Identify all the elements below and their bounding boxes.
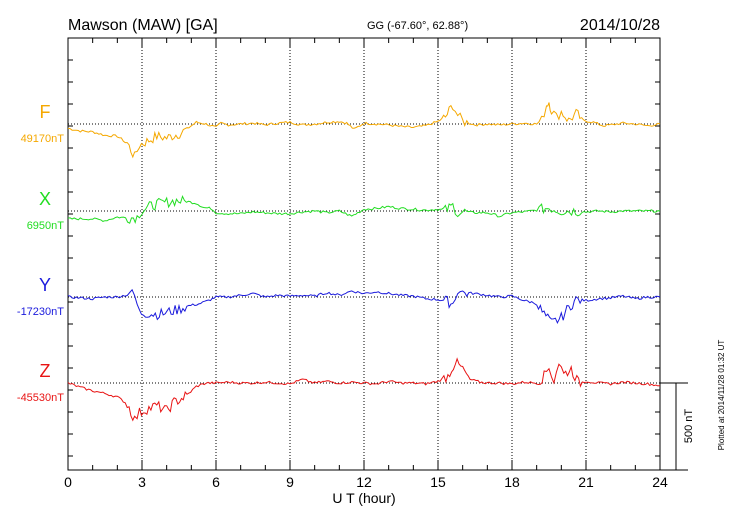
- x-tick-label: 21: [578, 474, 594, 490]
- series-line-z: [67, 357, 661, 422]
- component-letter-x: X: [39, 189, 51, 209]
- chart-title: Mawson (MAW) [GA]: [68, 17, 218, 34]
- grid-lines: [68, 38, 660, 470]
- station-coordinates: GG (-67.60°, 62.88°): [367, 20, 468, 32]
- x-tick-label: 0: [64, 474, 72, 490]
- chart-date: 2014/10/28: [580, 17, 660, 34]
- component-labels: F 49170nT X 6950nT Y -17230nT Z -45530nT: [17, 102, 64, 404]
- scale-bar: 500 nT: [660, 382, 695, 471]
- x-tick-label: 9: [286, 474, 294, 490]
- baseline-label-x: 6950nT: [27, 220, 65, 232]
- series-line-f: [67, 102, 661, 159]
- series-lines: [67, 102, 661, 422]
- scale-bar-label: 500 nT: [683, 409, 695, 444]
- x-axis-title: U T (hour): [332, 490, 395, 506]
- x-tick-label: 15: [430, 474, 446, 490]
- x-tick-label: 6: [212, 474, 220, 490]
- x-tick-label: 24: [652, 474, 668, 490]
- x-tick-label: 12: [356, 474, 372, 490]
- plotted-footnote: Plotted at 2014/11/28 01:32 UT: [717, 340, 726, 451]
- x-tick-label: 18: [504, 474, 520, 490]
- series-line-y: [67, 288, 661, 324]
- x-tick-label: 3: [138, 474, 146, 490]
- component-letter-z: Z: [40, 361, 51, 381]
- axis-ticks: [67, 38, 661, 470]
- series-line-x: [67, 195, 661, 225]
- component-letter-f: F: [40, 102, 51, 122]
- baseline-label-f: 49170nT: [21, 133, 65, 145]
- x-tick-labels: 0 3 6 9 12 15 18 21 24: [64, 474, 668, 490]
- baseline-label-z: -45530nT: [17, 392, 64, 404]
- baseline-label-y: -17230nT: [17, 306, 64, 318]
- component-letter-y: Y: [39, 275, 51, 295]
